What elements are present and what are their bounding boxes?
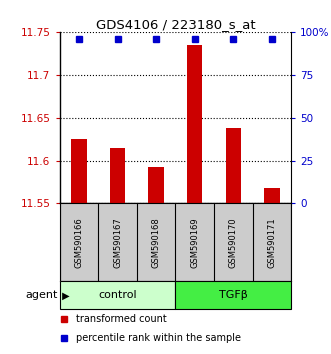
Text: agent: agent (25, 290, 58, 301)
Text: TGFβ: TGFβ (219, 290, 248, 301)
Bar (187, 45, 203, 204)
Bar (264, 188, 280, 204)
Text: GSM590166: GSM590166 (74, 217, 83, 268)
Text: percentile rank within the sample: percentile rank within the sample (76, 332, 241, 343)
Text: GSM590169: GSM590169 (190, 217, 199, 268)
Text: GSM590171: GSM590171 (267, 217, 276, 268)
Bar (226, 128, 241, 204)
Text: control: control (98, 290, 137, 301)
Text: GSM590170: GSM590170 (229, 217, 238, 268)
Bar (148, 166, 164, 204)
Text: ▶: ▶ (59, 290, 70, 301)
Text: GSM590167: GSM590167 (113, 217, 122, 268)
Bar (175, 281, 291, 309)
Bar (110, 148, 125, 204)
Bar (71, 139, 87, 204)
Bar (60, 281, 175, 309)
Text: transformed count: transformed count (76, 314, 166, 324)
Title: GDS4106 / 223180_s_at: GDS4106 / 223180_s_at (96, 18, 255, 31)
Text: GSM590168: GSM590168 (152, 217, 161, 268)
